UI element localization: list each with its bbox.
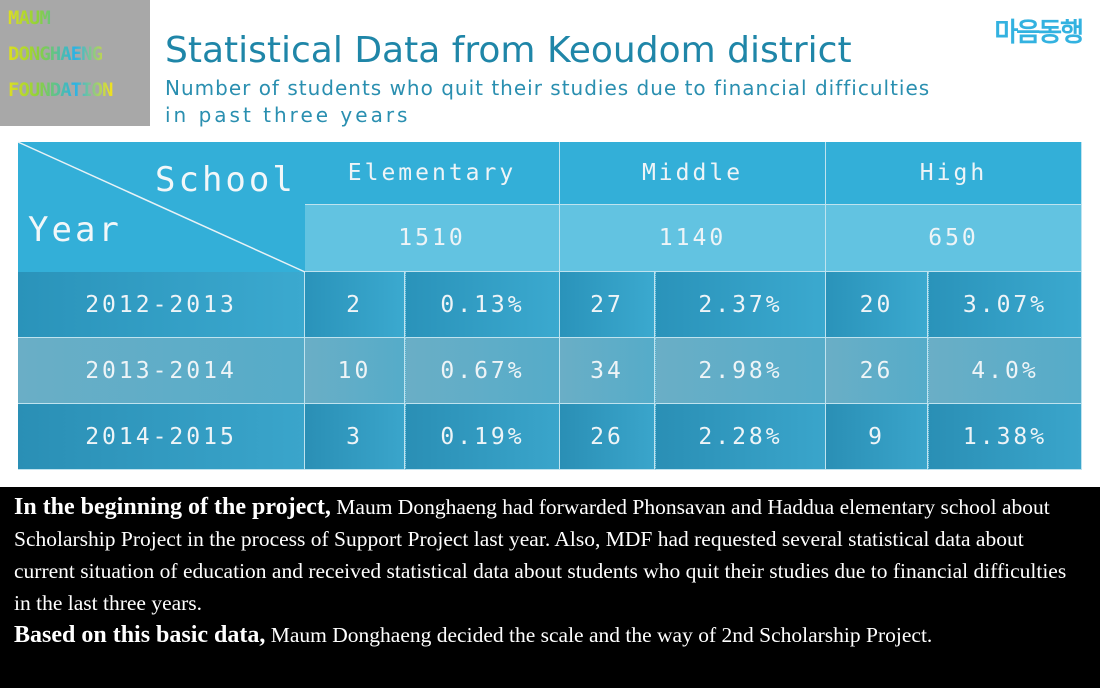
count-cell: 3 xyxy=(305,404,405,470)
subtitle: in past three years xyxy=(165,103,411,127)
corner-row-label: Year xyxy=(28,210,122,250)
paragraph: In the beginning of the project, Maum Do… xyxy=(14,491,1086,619)
count-cell: 9 xyxy=(826,404,928,470)
count-cell: 20 xyxy=(826,272,928,338)
subtitle: Number of students who quit their studie… xyxy=(165,76,931,100)
title: Statistical Data from Keoudom district xyxy=(165,30,852,71)
description: In the beginning of the project, Maum Do… xyxy=(0,487,1100,688)
count-cell: 26 xyxy=(826,338,928,404)
logo-line: FOUNDATION xyxy=(0,72,150,108)
logo-line: DONGHAENG xyxy=(0,36,150,72)
row-year: 2014-2015 xyxy=(18,404,305,470)
column-header: Elementary xyxy=(305,142,560,205)
foundation-logo: MAUM DONGHAENG FOUNDATION xyxy=(0,0,150,126)
percent-cell: 0.19% xyxy=(405,404,560,470)
row-year: 2012-2013 xyxy=(18,272,305,338)
percent-cell: 3.07% xyxy=(928,272,1082,338)
percent-cell: 2.28% xyxy=(655,404,826,470)
count-cell: 27 xyxy=(560,272,655,338)
paragraph-text: Maum Donghaeng had forwarded Phonsavan a… xyxy=(14,495,1067,615)
percent-cell: 4.0% xyxy=(928,338,1082,404)
column-total: 1510 xyxy=(305,205,560,272)
count-cell: 2 xyxy=(305,272,405,338)
percent-cell: 0.13% xyxy=(405,272,560,338)
column-total: 650 xyxy=(826,205,1082,272)
paragraph: Based on this basic data, Maum Donghaeng… xyxy=(14,619,1086,651)
column-header: Middle xyxy=(560,142,826,205)
paragraph-text: Maum Donghaeng decided the scale and the… xyxy=(265,623,933,647)
percent-cell: 1.38% xyxy=(928,404,1082,470)
column-header: High xyxy=(826,142,1082,205)
percent-cell: 2.37% xyxy=(655,272,826,338)
count-cell: 10 xyxy=(305,338,405,404)
paragraph-lead: Based on this basic data, xyxy=(14,622,266,648)
corner-column-label: School xyxy=(155,160,296,200)
count-cell: 26 xyxy=(560,404,655,470)
percent-cell: 2.98% xyxy=(655,338,826,404)
percent-cell: 0.67% xyxy=(405,338,560,404)
column-total: 1140 xyxy=(560,205,826,272)
brand-logo: 마음동행 xyxy=(994,18,1084,48)
logo-line: MAUM xyxy=(0,0,150,36)
paragraph-lead: In the beginning of the project, xyxy=(14,494,331,520)
row-year: 2013-2014 xyxy=(18,338,305,404)
count-cell: 34 xyxy=(560,338,655,404)
